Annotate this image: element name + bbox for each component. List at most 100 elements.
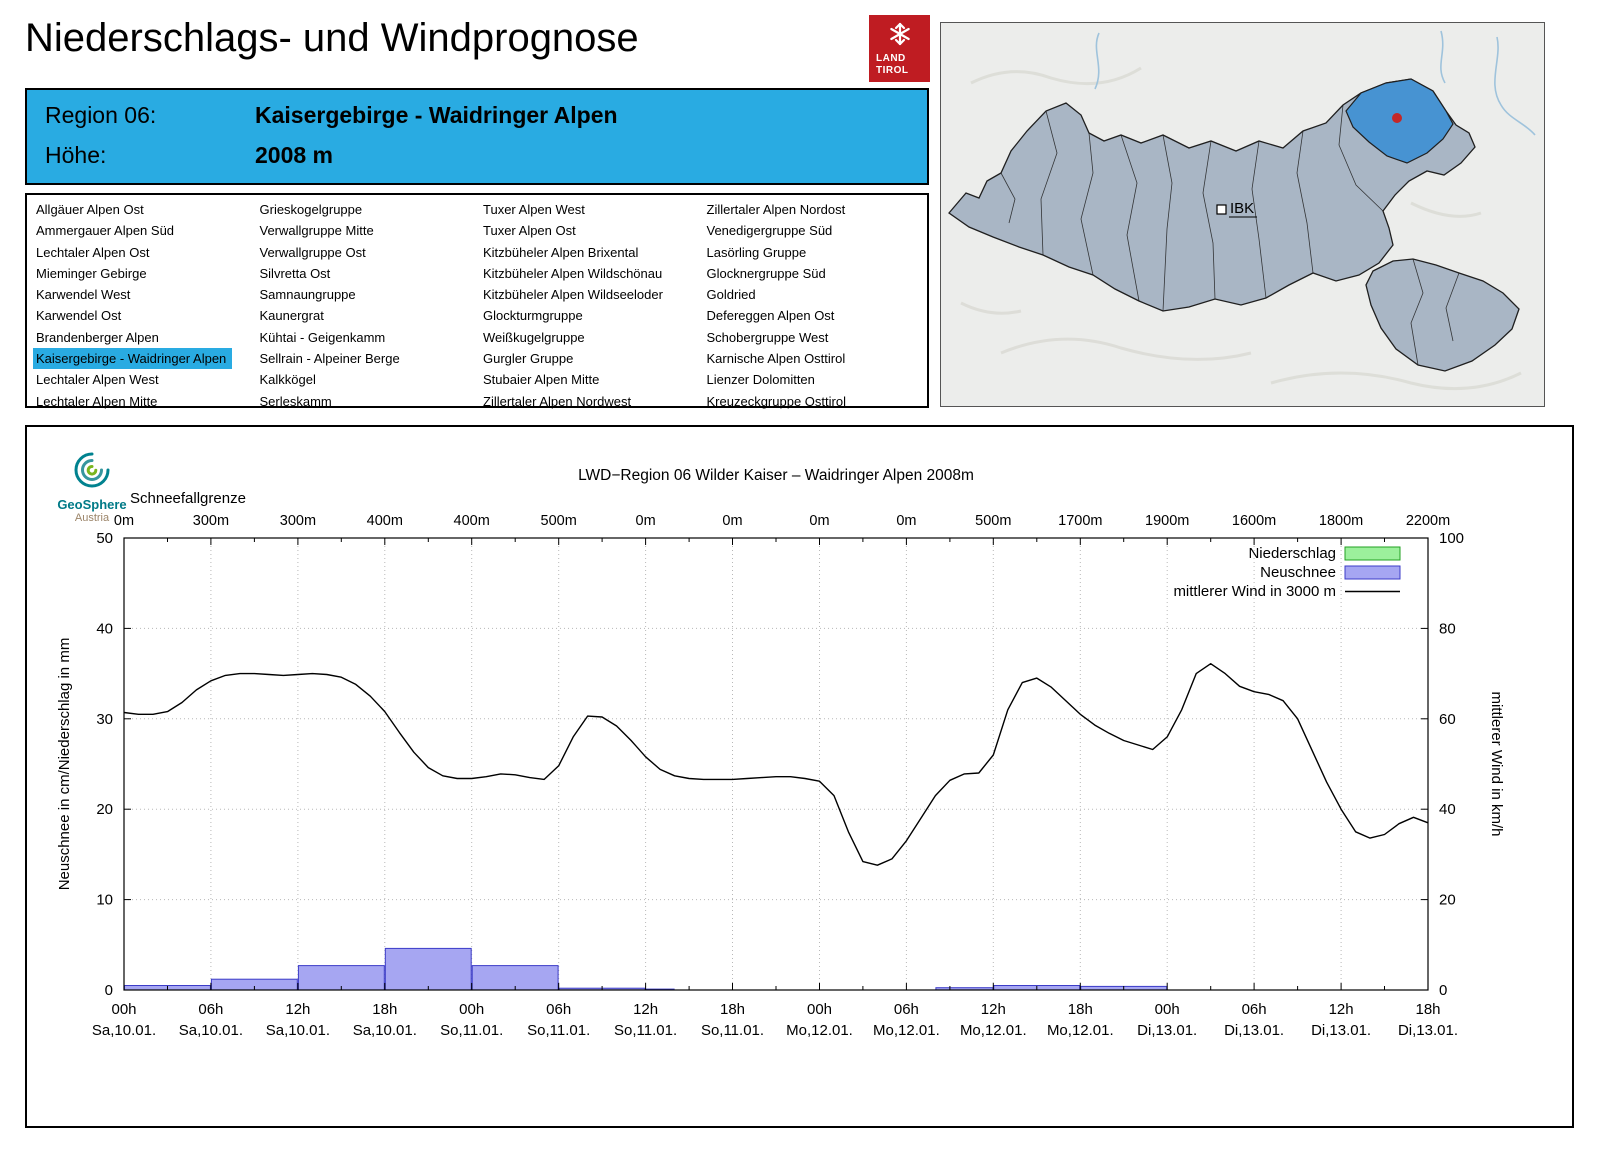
region-list-item[interactable]: Silvretta Ost (259, 265, 331, 281)
altitude-value: 2008 m (255, 142, 334, 168)
region-list-item[interactable]: Lienzer Dolomitten (706, 372, 815, 388)
snowline-value: 1900m (1145, 513, 1189, 529)
snowline-value: 1600m (1232, 513, 1276, 529)
region-list-item[interactable]: Goldried (706, 287, 756, 303)
x-tick-time: 06h (894, 1001, 919, 1018)
region-list-item[interactable]: Defereggen Alpen Ost (706, 308, 835, 324)
region-list-item[interactable]: Tuxer Alpen Ost (483, 223, 576, 239)
region-list-item[interactable]: Sellrain - Alpeiner Berge (259, 351, 400, 367)
region-list-item[interactable]: Kitzbüheler Alpen Brixental (483, 244, 639, 260)
x-tick-time: 00h (459, 1001, 484, 1018)
y-right-tick-label: 0 (1439, 982, 1447, 999)
x-tick-date: So,11.01. (614, 1022, 677, 1039)
map-region-north-tirol[interactable] (948, 78, 1476, 312)
station-marker-dot (1392, 113, 1402, 123)
x-tick-time: 12h (285, 1001, 310, 1018)
region-list-item[interactable]: Kaunergrat (259, 308, 324, 324)
logo-text-tirol: TIROL (876, 65, 909, 76)
x-tick-time: 18h (720, 1001, 745, 1018)
y-left-tick-label: 0 (105, 982, 113, 999)
region-list-item[interactable]: Grieskogelgruppe (259, 202, 363, 217)
snowline-value: 300m (193, 513, 229, 529)
region-list-item[interactable]: Kühtai - Geigenkamm (259, 329, 386, 345)
x-tick-date: Sa,10.01. (179, 1022, 243, 1039)
region-list-item[interactable]: Glocknergruppe Süd (706, 265, 826, 281)
chart-title: LWD−Region 06 Wilder Kaiser – Waidringer… (578, 467, 974, 484)
x-tick-time: 12h (1329, 1001, 1354, 1018)
snowline-value: 1700m (1058, 513, 1102, 529)
snowline-value: 500m (541, 513, 577, 529)
region-list-item[interactable]: Kalkkögel (259, 372, 316, 388)
neuschnee-bar (384, 947, 472, 991)
region-list-item[interactable]: Lechtaler Alpen West (36, 372, 159, 388)
snowline-value: 2200m (1406, 513, 1450, 529)
snowline-value: 500m (975, 513, 1011, 529)
y-right-tick-label: 40 (1439, 801, 1456, 818)
region-list-item[interactable]: Kitzbüheler Alpen Wildseeloder (483, 287, 663, 303)
region-list-item[interactable]: Stubaier Alpen Mitte (483, 372, 600, 388)
snowline-value: 0m (114, 513, 134, 529)
snowline-value: 0m (636, 513, 656, 529)
y-right-tick-label: 20 (1439, 892, 1456, 909)
legend-swatch (1344, 546, 1401, 561)
region-list-item[interactable]: Tuxer Alpen West (483, 202, 585, 217)
region-list-item[interactable]: Karwendel Ost (36, 308, 122, 324)
region-list-item[interactable]: Ammergauer Alpen Süd (36, 223, 175, 239)
river-lines (1094, 30, 1536, 136)
region-label: Region 06: (45, 102, 157, 128)
logo-text-land: LAND (876, 53, 906, 64)
snowline-value: 0m (809, 513, 829, 529)
snowline-value: 300m (280, 513, 316, 529)
region-list-item-selected[interactable]: Kaisergebirge - Waidringer Alpen (33, 348, 233, 370)
region-list-column-3: Tuxer Alpen West Tuxer Alpen Ost Kitzbühel… (480, 199, 704, 409)
snowflake-icon (887, 21, 913, 52)
y-right-axis-label: mittlerer Wind in km/h (1488, 691, 1505, 836)
legend-label: mittlerer Wind in 3000 m (1173, 583, 1336, 600)
ibk-marker (1216, 204, 1227, 215)
y-left-tick-label: 10 (96, 892, 113, 909)
map-region-east-tirol[interactable] (1365, 258, 1520, 372)
region-list-item[interactable]: Mieminger Gebirge (36, 265, 147, 281)
region-list-item[interactable]: Lasörling Gruppe (706, 244, 807, 260)
neuschnee-bar (471, 965, 559, 991)
snowline-value: 0m (896, 513, 916, 529)
region-list-item[interactable]: Karwendel West (36, 287, 131, 303)
x-tick-date: Mo,12.01. (873, 1022, 940, 1039)
y-left-tick-label: 50 (96, 530, 113, 547)
x-tick-date: Mo,12.01. (786, 1022, 853, 1039)
region-list-item[interactable]: Karnische Alpen Osttirol (706, 351, 846, 367)
geosphere-logo: GeoSphere Austria (53, 447, 131, 524)
region-list-item[interactable]: Verwallgruppe Ost (259, 244, 366, 260)
region-list-item[interactable]: Kitzbüheler Alpen Wildschönau (483, 265, 663, 281)
geosphere-spiral-icon (74, 452, 110, 488)
x-tick-time: 12h (981, 1001, 1006, 1018)
region-list-item[interactable]: Kreuzeckgruppe Osttirol (706, 393, 846, 409)
region-list-item[interactable]: Lechtaler Alpen Ost (36, 244, 150, 260)
tirol-region-map[interactable]: IBK (940, 22, 1545, 407)
x-tick-time: 18h (372, 1001, 397, 1018)
region-list-item[interactable]: Glockturmgruppe (483, 308, 583, 324)
region-list-item[interactable]: Samnaungruppe (259, 287, 356, 303)
region-value: Kaisergebirge - Waidringer Alpen (255, 102, 618, 128)
region-list-item[interactable]: Venedigergruppe Süd (706, 223, 833, 239)
legend-label: Neuschnee (1260, 564, 1336, 581)
region-list-item[interactable]: Serleskamm (259, 393, 332, 409)
y-left-tick-label: 30 (96, 711, 113, 728)
region-list-column-4: Zillertaler Alpen Nordost Venedigergruppe… (704, 199, 928, 409)
terrain-shading (960, 66, 1522, 391)
region-list-item[interactable]: Lechtaler Alpen Mitte (36, 393, 158, 409)
region-list-item[interactable]: Verwallgruppe Mitte (259, 223, 374, 239)
region-list-item[interactable]: Brandenberger Alpen (36, 329, 159, 345)
x-tick-date: So,11.01. (527, 1022, 590, 1039)
region-list-item[interactable]: Zillertaler Alpen Nordost (706, 202, 846, 217)
region-list-item[interactable]: Weißkugelgruppe (483, 329, 585, 345)
x-tick-date: Di,13.01. (1137, 1022, 1197, 1039)
x-tick-time: 18h (1068, 1001, 1093, 1018)
ibk-label: IBK (1230, 200, 1254, 217)
forecast-chart: LWD−Region 06 Wilder Kaiser – Waidringer… (56, 467, 1505, 1039)
region-list-item[interactable]: Schobergruppe West (706, 329, 829, 345)
region-list-item[interactable]: Zillertaler Alpen Nordwest (483, 393, 632, 409)
region-list-item[interactable]: Allgäuer Alpen Ost (36, 202, 144, 217)
x-tick-date: So,11.01. (440, 1022, 503, 1039)
region-list-item[interactable]: Gurgler Gruppe (483, 351, 574, 367)
